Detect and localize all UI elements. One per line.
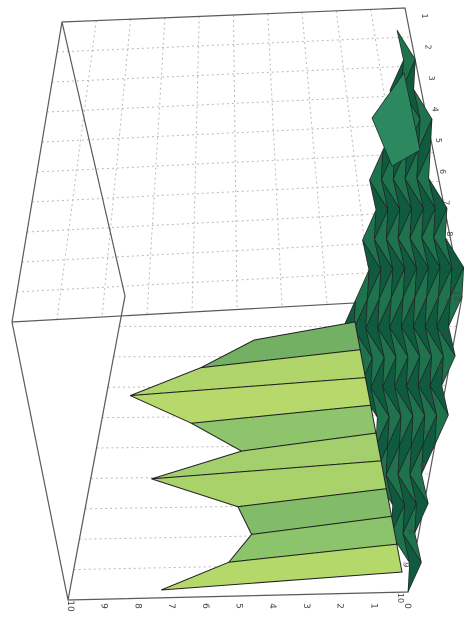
gridline-left-panel xyxy=(96,444,436,449)
left-tick-label: 3 xyxy=(301,603,311,609)
bottom-tick-label: 6 xyxy=(417,463,426,468)
surface-floor xyxy=(341,29,465,593)
gridline-left-panel xyxy=(79,532,419,540)
left-tick-label: 2 xyxy=(335,603,345,609)
gridline-left-panel xyxy=(90,473,430,479)
right-tick-label: 7 xyxy=(441,200,450,205)
gridline-top-panel xyxy=(46,94,423,113)
bottom-tick-label: 8 xyxy=(407,529,416,534)
left-tick-label: 6 xyxy=(200,603,210,609)
bottom-tick-label: 2 xyxy=(439,331,448,336)
right-tick-label: 4 xyxy=(431,107,440,112)
bottom-tick-label: 4 xyxy=(428,397,437,402)
gridline-left-panel xyxy=(73,562,414,571)
gridline-top-panel xyxy=(41,123,428,143)
bottom-tick-label: 1 xyxy=(444,297,453,302)
gridline-left-panel xyxy=(85,503,425,510)
right-tick-label: 1 xyxy=(420,13,429,18)
right-tick-label: 2 xyxy=(424,45,433,50)
bottom-tick-label: 9 xyxy=(401,562,410,567)
gridline-top-panel xyxy=(51,65,417,83)
right-tick-label: 9 xyxy=(448,262,457,267)
surface-cell-peak xyxy=(371,71,421,167)
left-tick-label: 4 xyxy=(267,603,277,609)
left-tick-label: 10 xyxy=(65,600,75,612)
left-tick-label: 8 xyxy=(132,603,142,609)
box-edge xyxy=(67,295,126,601)
right-tick-label: 10 xyxy=(452,291,461,301)
right-tick-label: 5 xyxy=(434,138,443,143)
gridline-top-panel xyxy=(301,12,328,305)
left-tick-label: 9 xyxy=(99,603,109,609)
gridline-top-panel xyxy=(101,19,132,318)
left-tick-label: 0 xyxy=(402,603,412,609)
right-tick-label: 3 xyxy=(427,76,436,81)
gridline-top-panel xyxy=(56,36,411,53)
gridline-top-panel xyxy=(36,152,434,173)
bottom-tick-label: 5 xyxy=(423,430,432,435)
left-tick-label: 5 xyxy=(234,603,244,609)
gridline-top-panel xyxy=(233,14,238,310)
gridline-top-panel xyxy=(56,20,97,320)
right-tick-label: 6 xyxy=(438,169,447,174)
box-edge xyxy=(61,21,126,297)
plateau-band xyxy=(161,543,403,591)
surface-plateau xyxy=(129,321,403,591)
right-tick-label: 8 xyxy=(445,231,454,236)
gridline-top-panel xyxy=(21,238,451,263)
gridline-top-panel xyxy=(267,13,283,308)
surface-cell xyxy=(448,267,465,327)
left-tick-label: 1 xyxy=(368,603,378,609)
bottom-tick-label: 10 xyxy=(396,593,405,603)
bottom-tick-label: 3 xyxy=(433,364,442,369)
gridline-top-panel xyxy=(191,16,200,313)
bottom-tick-label: 7 xyxy=(412,496,421,501)
gridline-top-panel xyxy=(335,10,373,303)
left-tick-label: 7 xyxy=(166,603,176,609)
